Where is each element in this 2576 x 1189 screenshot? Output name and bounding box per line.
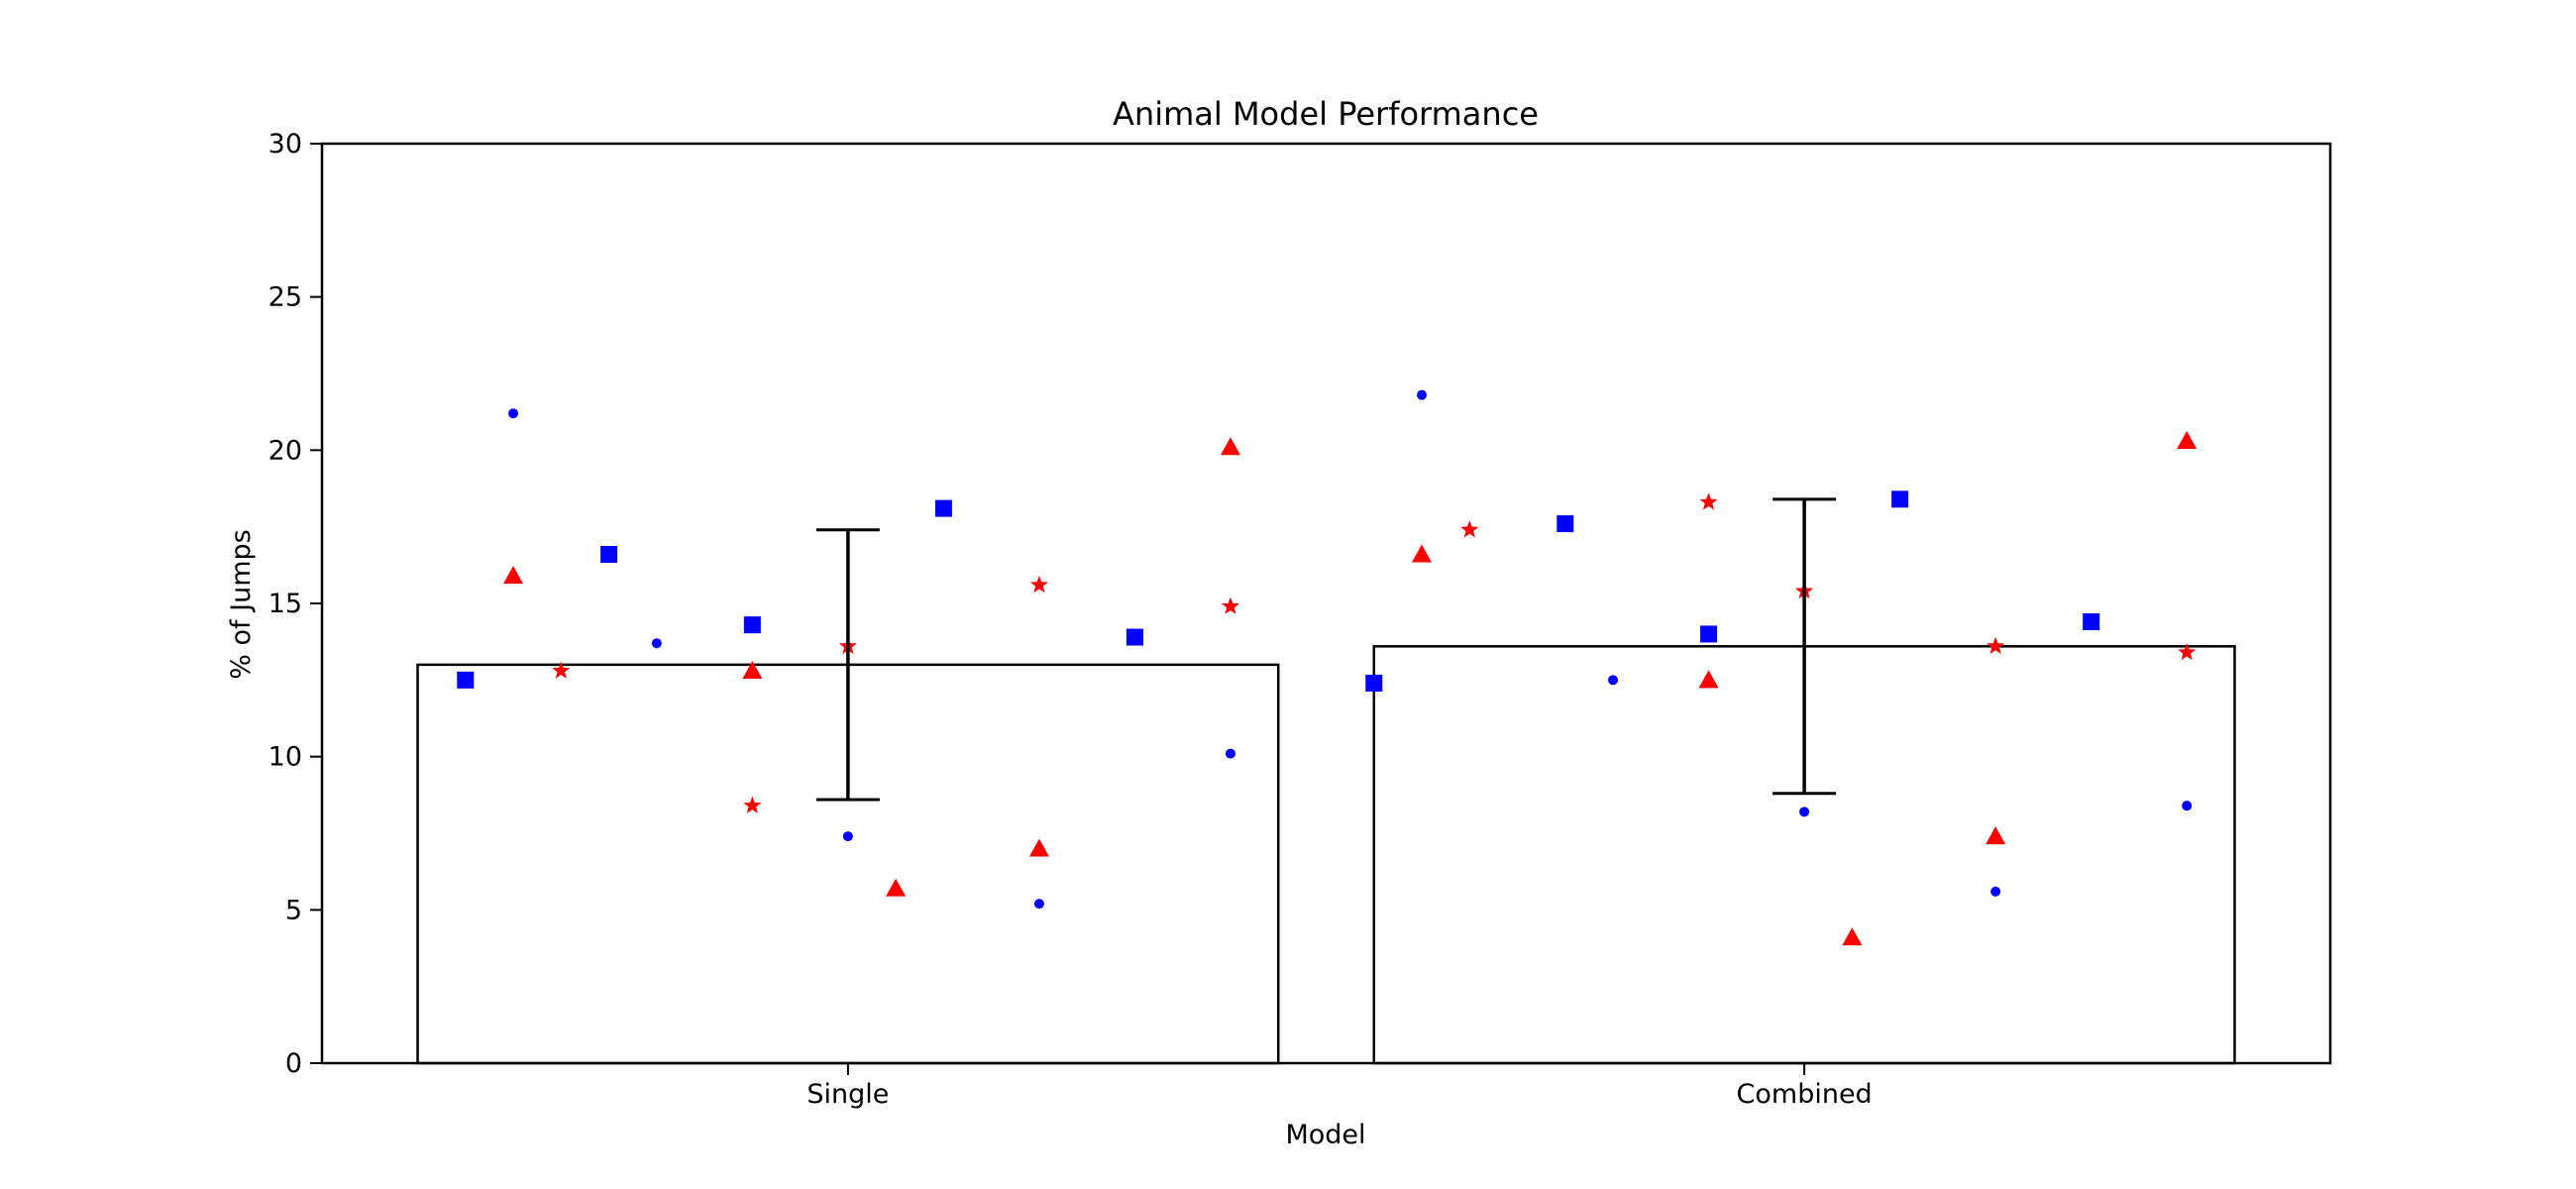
bars-layer [416,645,2236,1065]
point-single-star [552,661,571,679]
y-axis-label: % of Jumps [226,529,257,679]
point-single-star [1029,575,1048,594]
point-combined-triangle [1986,826,2006,845]
point-combined-triangle [1698,670,1719,689]
point-single-circle [842,831,853,842]
axes-layer: 0 5 10 15 20 25 30 Single Combined [268,129,2332,1110]
point-single-triangle [886,878,907,897]
point-combined-star [1460,520,1479,538]
point-combined-star [1986,636,2005,654]
points-layer [457,389,2198,946]
point-combined-circle [1799,807,1810,817]
x-axis-label: Model [1285,1120,1365,1150]
point-combined-triangle [1842,927,1863,946]
point-single-square [1126,628,1143,646]
x-tick-label: Combined [1737,1079,1873,1110]
y-tick-label: 25 [268,282,302,313]
point-single-square [457,671,475,689]
point-combined-triangle [2177,431,2198,450]
y-tick-label: 0 [285,1048,302,1079]
point-single-star [1221,596,1240,614]
point-combined-circle [1990,886,2001,897]
x-tick-label: Single [806,1079,889,1110]
point-single-square [743,616,761,634]
point-single-triangle [1028,838,1049,857]
y-tick-label: 30 [268,129,302,160]
point-single-circle [651,638,662,649]
y-tick-label: 10 [268,742,302,773]
point-single-triangle [742,661,763,680]
plot-frame [320,142,2332,1065]
y-tick-label: 20 [268,435,302,466]
point-combined-triangle [1412,544,1433,563]
point-combined-square [1891,490,1909,508]
point-combined-square [1556,515,1574,533]
point-combined-square [2083,613,2100,631]
point-combined-circle [1608,675,1619,686]
y-tick-label: 5 [285,895,302,925]
point-single-circle [508,408,519,419]
chart-title: Animal Model Performance [1113,95,1539,133]
errorbars-layer [815,497,1837,802]
point-single-triangle [503,566,524,585]
point-single-square [934,499,952,517]
point-combined-circle [2182,801,2193,811]
point-single-triangle [1220,437,1240,456]
point-combined-square [1700,625,1718,643]
point-single-circle [1225,748,1235,759]
point-combined-square [1365,674,1383,692]
errorbar-combined [1772,497,1837,796]
point-combined-circle [1417,389,1428,400]
point-combined-star [1699,492,1718,510]
point-combined-star [2178,642,2197,661]
point-single-star [743,796,762,813]
point-single-circle [1033,899,1044,910]
errorbar-single [815,528,880,802]
y-tick-label: 15 [268,589,302,619]
point-single-square [600,546,618,564]
